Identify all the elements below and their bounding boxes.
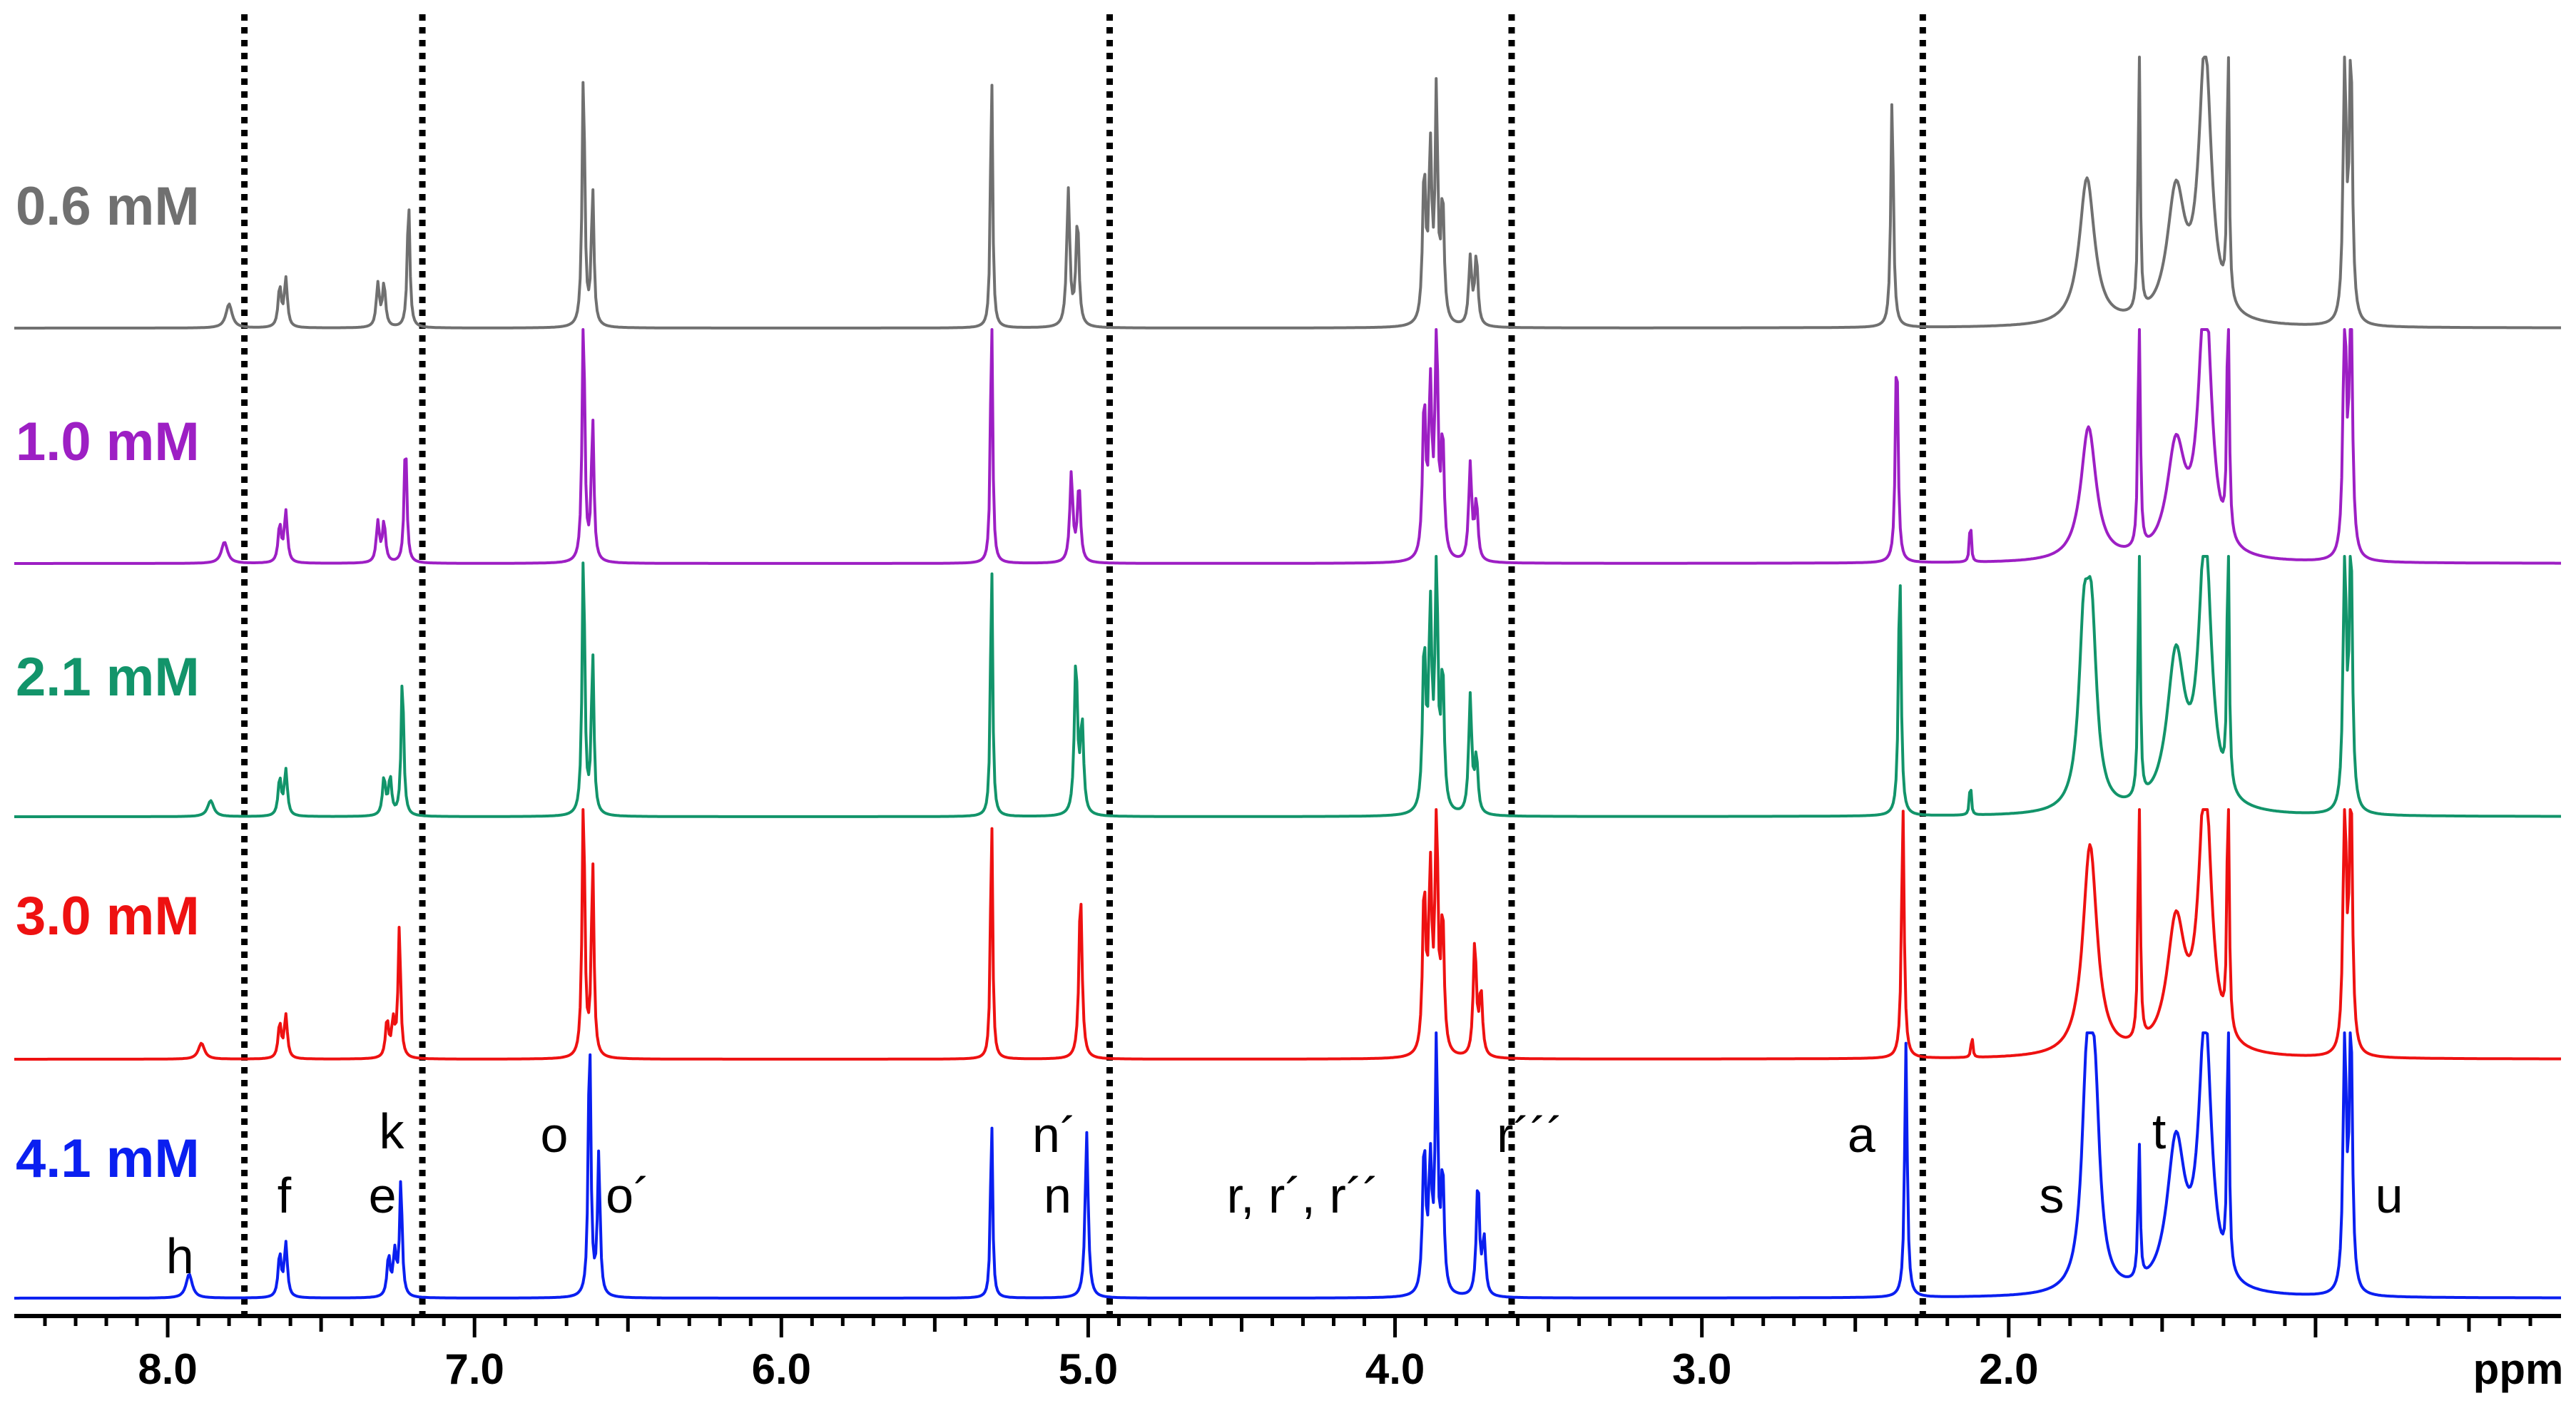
x-tick-label-2: 6.0 xyxy=(752,1345,811,1393)
peak-label-1: f xyxy=(278,1168,292,1223)
peak-label-10: a xyxy=(1848,1107,1875,1163)
x-tick-label-3: 5.0 xyxy=(1059,1345,1118,1393)
peak-label-0: h xyxy=(166,1228,194,1284)
concentration-label-3: 2.1 mM xyxy=(16,647,200,708)
dotted-reference-lines xyxy=(241,14,1926,1315)
peak-label-2: e xyxy=(369,1168,397,1223)
peak-label-7: n xyxy=(1044,1168,1071,1223)
concentration-label-2: 1.0 mM xyxy=(16,412,200,472)
concentration-label-1: 0.6 mM xyxy=(16,176,200,237)
spectrum-trace-1 xyxy=(14,56,2561,330)
spectrum-trace-5 xyxy=(14,1031,2561,1300)
peak-label-3: k xyxy=(380,1103,405,1159)
peak-label-13: u xyxy=(2376,1168,2403,1223)
peak-label-4: o xyxy=(541,1107,569,1163)
peak-label-9: r´´´ xyxy=(1497,1107,1563,1163)
concentration-label-4: 3.0 mM xyxy=(16,886,200,947)
peak-label-11: s xyxy=(2040,1168,2065,1223)
peak-label-12: t xyxy=(2152,1103,2166,1159)
concentration-labels: 0.6 mM 1.0 mM 2.1 mM 3.0 mM 4.1 mM xyxy=(16,176,200,1189)
peak-label-6: n´ xyxy=(1032,1107,1076,1163)
spectrum-trace-3 xyxy=(14,555,2561,818)
x-tick-label-4: 4.0 xyxy=(1365,1345,1425,1393)
x-tick-label-5: 3.0 xyxy=(1672,1345,1731,1393)
x-axis-unit-label: ppm xyxy=(2473,1345,2564,1393)
x-axis: 8.0 7.0 6.0 5.0 4.0 3.0 2.0 ppm xyxy=(14,1314,2564,1393)
x-tick-label-6: 2.0 xyxy=(1979,1345,2038,1393)
x-tick-label-0: 8.0 xyxy=(138,1345,197,1393)
peak-annotations: h f ek o o´ n´n r, r´, r´´ r´´´ a s t u xyxy=(166,1103,2403,1284)
peak-label-8: r, r´, r´´ xyxy=(1227,1168,1380,1223)
peak-label-5: o´ xyxy=(606,1168,650,1223)
spectrum-trace-2 xyxy=(14,328,2561,565)
x-axis-ticks: 8.0 7.0 6.0 5.0 4.0 3.0 2.0 xyxy=(43,1316,2532,1393)
spectra-traces xyxy=(14,56,2561,1300)
concentration-label-5: 4.1 mM xyxy=(16,1128,200,1189)
x-tick-label-1: 7.0 xyxy=(444,1345,504,1393)
spectrum-trace-4 xyxy=(14,808,2561,1061)
